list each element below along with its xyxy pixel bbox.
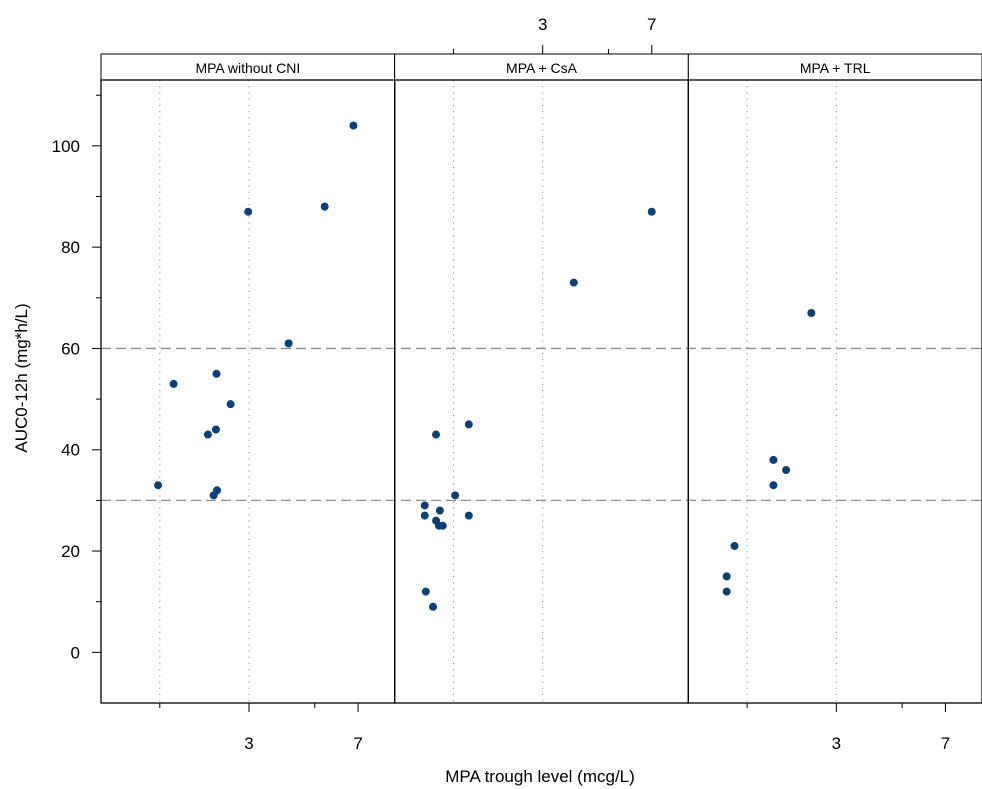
data-point	[284, 339, 293, 348]
data-point	[722, 572, 731, 581]
data-point	[213, 486, 222, 495]
data-point	[769, 481, 778, 490]
data-point	[722, 587, 731, 596]
y-tick-label: 80	[61, 238, 80, 257]
panels: MPA without CNI MPA + CsA MPA + TRL	[100, 53, 982, 704]
data-point	[782, 466, 791, 475]
data-point	[569, 278, 578, 287]
data-point	[420, 501, 429, 510]
data-point	[464, 420, 473, 429]
data-point	[451, 491, 460, 500]
x-tick-label: 7	[647, 15, 656, 34]
strip-header	[100, 53, 396, 81]
panel-frame	[687, 79, 982, 704]
data-point	[435, 506, 444, 515]
data-point	[429, 602, 438, 611]
panel-frame	[100, 79, 396, 704]
data-point	[244, 207, 253, 216]
x-axis-title: MPA trough level (mcg/L)	[445, 767, 635, 786]
panel-frame	[394, 79, 689, 704]
data-point	[226, 400, 235, 409]
data-point	[807, 308, 816, 317]
y-tick-label: 20	[61, 542, 80, 561]
x-tick-label: 3	[538, 15, 547, 34]
data-point	[438, 521, 447, 530]
data-point	[169, 379, 178, 388]
y-tick-label: 100	[52, 137, 80, 156]
data-point	[212, 369, 221, 378]
strip-header	[687, 53, 982, 81]
panel-3: MPA + TRL	[687, 53, 982, 704]
data-point	[349, 121, 358, 130]
data-point	[730, 541, 739, 550]
panel-2: MPA + CsA	[394, 53, 689, 704]
data-point	[432, 430, 441, 439]
axes: 3 7 3 7 3 7 0 20 40 60 80 100	[52, 15, 951, 753]
y-axis-title: AUC0-12h (mg*h/L)	[12, 303, 31, 452]
y-tick-label: 0	[71, 643, 80, 662]
data-point	[320, 202, 329, 211]
panel-1: MPA without CNI	[100, 53, 396, 704]
data-point	[154, 481, 163, 490]
data-point	[211, 425, 220, 434]
strip-label: MPA + CsA	[506, 60, 578, 76]
data-point	[203, 430, 212, 439]
reference-lines	[101, 347, 982, 502]
data-point	[420, 511, 429, 520]
y-tick-label: 40	[61, 441, 80, 460]
data-point	[647, 207, 656, 216]
data-point	[421, 587, 430, 596]
x-tick-label: 3	[832, 734, 841, 753]
y-tick-label: 60	[61, 339, 80, 358]
x-tick-label: 7	[941, 734, 950, 753]
strip-label: MPA without CNI	[195, 60, 300, 76]
strip-label: MPA + TRL	[800, 60, 871, 76]
x-tick-label: 3	[244, 734, 253, 753]
data-point	[769, 455, 778, 464]
x-tick-label: 7	[353, 734, 362, 753]
data-point	[464, 511, 473, 520]
